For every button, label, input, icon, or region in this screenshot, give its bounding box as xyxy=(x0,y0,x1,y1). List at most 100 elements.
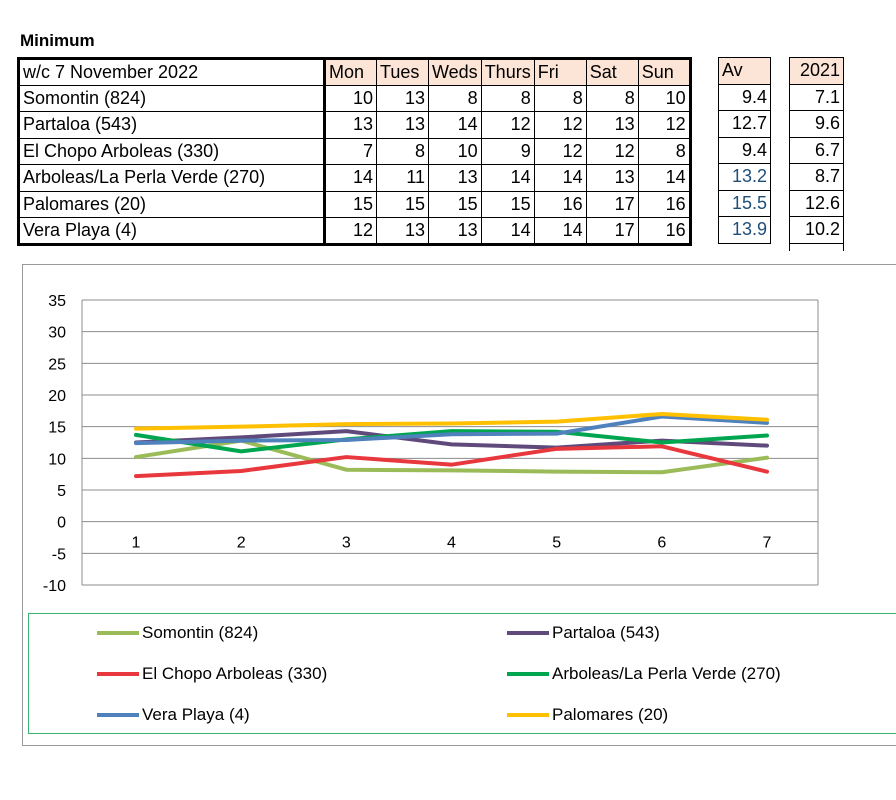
average-cell: 9.4 xyxy=(718,83,771,111)
table-row: El Chopo Arboleas (330) 7 8 10 9 12 12 8 xyxy=(17,137,692,165)
table-cell: 12 xyxy=(585,137,639,165)
table-cell: 15 xyxy=(480,190,535,218)
legend-item: Somontin (824) xyxy=(97,623,258,643)
table-cell: 13 xyxy=(324,111,377,139)
table-cell: 14 xyxy=(428,111,482,139)
table-cell: 13 xyxy=(376,217,429,246)
series-line xyxy=(134,414,769,446)
table-cell: 12 xyxy=(480,111,535,139)
table-cell: 8 xyxy=(480,84,535,112)
legend-swatch xyxy=(97,713,139,717)
average-header: Av xyxy=(718,57,771,85)
day-header: Sun xyxy=(637,57,692,86)
legend-swatch xyxy=(507,713,549,717)
previous-year-cell: 6.7 xyxy=(789,136,844,164)
previous-year-cell: 8.7 xyxy=(789,163,844,191)
day-header: Weds xyxy=(428,57,482,86)
location-name: Somontin (824) xyxy=(17,84,326,112)
y-tick-label: 35 xyxy=(48,293,66,310)
table-row: Vera Playa (4) 12 13 13 14 14 17 16 xyxy=(17,217,692,246)
table-cell: 13 xyxy=(428,164,482,192)
minimum-temperature-table: w/c 7 November 2022 Mon Tues Weds Thurs … xyxy=(17,57,692,246)
x-tick-label: 7 xyxy=(763,535,772,552)
legend-item: El Chopo Arboleas (330) xyxy=(97,664,327,684)
legend-item: Arboleas/La Perla Verde (270) xyxy=(507,664,781,684)
y-tick-label: -5 xyxy=(52,546,66,563)
table-cell: 12 xyxy=(533,111,587,139)
average-cell: 15.5 xyxy=(718,189,771,217)
table-title: Minimum xyxy=(20,31,95,50)
location-name: Palomares (20) xyxy=(17,190,326,218)
table-cell: 13 xyxy=(428,217,482,246)
day-header: Thurs xyxy=(480,57,535,86)
previous-year-cell: 9.6 xyxy=(789,110,844,138)
table-cell: 8 xyxy=(376,137,429,165)
legend-item: Vera Playa (4) xyxy=(97,705,250,725)
table-cell: 16 xyxy=(637,190,692,218)
y-tick-label: 25 xyxy=(48,356,66,373)
legend-item: Palomares (20) xyxy=(507,705,668,725)
day-header: Sat xyxy=(585,57,639,86)
y-tick-label: 0 xyxy=(57,515,66,532)
average-column: Av 9.4 12.7 9.4 13.2 15.5 13.9 xyxy=(718,57,771,244)
series-line xyxy=(134,429,769,454)
table-cell: 17 xyxy=(585,217,639,246)
y-tick-label: 20 xyxy=(48,388,66,405)
table-cell: 15 xyxy=(376,190,429,218)
day-header: Fri xyxy=(533,57,587,86)
location-name: El Chopo Arboleas (330) xyxy=(17,137,326,165)
legend-label: Arboleas/La Perla Verde (270) xyxy=(552,664,781,683)
average-cell: 13.2 xyxy=(718,163,771,191)
series-line xyxy=(134,444,769,479)
table-cell: 13 xyxy=(376,111,429,139)
table-cell: 7 xyxy=(324,137,377,165)
table-cell: 12 xyxy=(637,111,692,139)
table-cell: 15 xyxy=(428,190,482,218)
legend-swatch xyxy=(97,672,139,676)
chart-area xyxy=(22,264,896,746)
table-cell: 12 xyxy=(533,137,587,165)
location-name: Partaloa (543) xyxy=(17,111,326,139)
legend-swatch xyxy=(97,631,139,635)
table-row: Partaloa (543) 13 13 14 12 12 13 12 xyxy=(17,111,692,139)
average-cell: 12.7 xyxy=(718,110,771,138)
table-cell: 17 xyxy=(585,190,639,218)
table-cell: 13 xyxy=(585,164,639,192)
x-tick-label: 5 xyxy=(552,535,561,552)
y-tick-label: 10 xyxy=(48,451,66,468)
y-tick-label: -10 xyxy=(43,578,66,595)
table-cell: 10 xyxy=(428,137,482,165)
table-cell: 12 xyxy=(324,217,377,246)
table-row: Palomares (20) 15 15 15 15 16 17 16 xyxy=(17,190,692,218)
previous-year-cell: 12.6 xyxy=(789,189,844,217)
table-row: Arboleas/La Perla Verde (270) 14 11 13 1… xyxy=(17,164,692,192)
week-label: w/c 7 November 2022 xyxy=(17,57,326,86)
table-cell: 8 xyxy=(533,84,587,112)
day-header: Tues xyxy=(376,57,429,86)
table-cell: 16 xyxy=(533,190,587,218)
legend-label: Vera Playa (4) xyxy=(142,705,250,724)
legend-item: Partaloa (543) xyxy=(507,623,660,643)
legend-label: El Chopo Arboleas (330) xyxy=(142,664,328,683)
x-tick-label: 1 xyxy=(132,535,141,552)
table-cell: 13 xyxy=(585,111,639,139)
table-cell: 10 xyxy=(324,84,377,112)
y-tick-label: 30 xyxy=(48,325,66,342)
x-tick-label: 3 xyxy=(342,535,351,552)
chart-legend: Somontin (824) Partaloa (543) El Chopo A… xyxy=(28,613,896,734)
previous-year-column: 2021 7.1 9.6 6.7 8.7 12.6 10.2 xyxy=(789,57,844,251)
legend-label: Palomares (20) xyxy=(552,705,669,724)
table-cell: 9 xyxy=(480,137,535,165)
legend-swatch xyxy=(507,631,549,635)
table-cell: 14 xyxy=(480,164,535,192)
x-tick-label: 4 xyxy=(447,535,456,552)
previous-year-cell: 10.2 xyxy=(789,216,844,244)
y-tick-label: 5 xyxy=(57,483,66,500)
table-cell: 11 xyxy=(376,164,429,192)
table-cell: 8 xyxy=(637,137,692,165)
header-row: w/c 7 November 2022 Mon Tues Weds Thurs … xyxy=(17,57,692,86)
x-tick-label: 6 xyxy=(657,535,666,552)
y-tick-label: 15 xyxy=(48,420,66,437)
series-line xyxy=(134,412,769,431)
